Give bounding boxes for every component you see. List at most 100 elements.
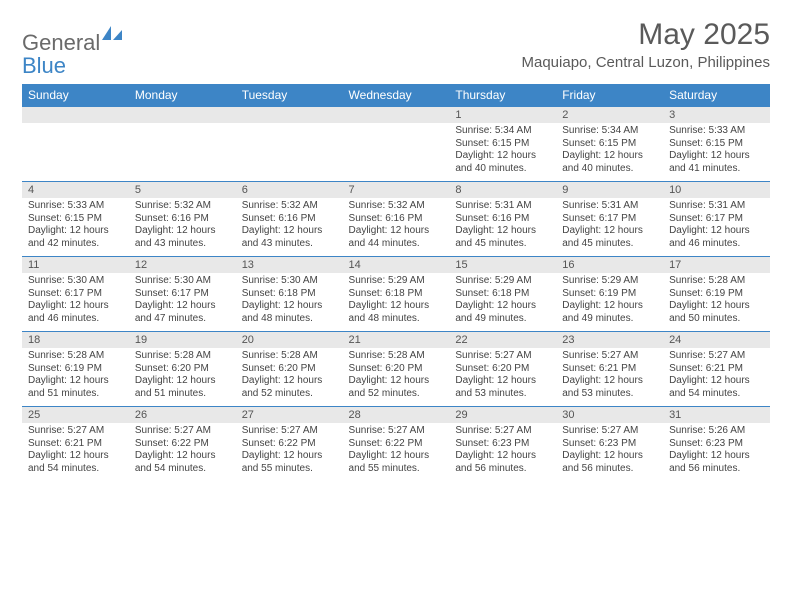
daylight-line: Daylight: 12 hours and 46 minutes. bbox=[28, 300, 109, 324]
sunset-line: Sunset: 6:16 PM bbox=[455, 213, 529, 224]
day-number: 14 bbox=[343, 257, 450, 273]
daylight-line: Daylight: 12 hours and 49 minutes. bbox=[455, 300, 536, 324]
day-number: 21 bbox=[343, 332, 450, 348]
day-content: Sunrise: 5:29 AMSunset: 6:18 PMDaylight:… bbox=[449, 273, 556, 331]
day-content: Sunrise: 5:27 AMSunset: 6:22 PMDaylight:… bbox=[129, 423, 236, 481]
day-number: 24 bbox=[663, 332, 770, 348]
calendar-day-cell: 9Sunrise: 5:31 AMSunset: 6:17 PMDaylight… bbox=[556, 182, 663, 257]
sunset-line: Sunset: 6:20 PM bbox=[135, 363, 209, 374]
calendar-day-cell: 8Sunrise: 5:31 AMSunset: 6:16 PMDaylight… bbox=[449, 182, 556, 257]
day-content: Sunrise: 5:30 AM Sunset: 6:17 PMDaylight:… bbox=[129, 273, 236, 331]
day-content: Sunrise: 5:28 AMSunset: 6:20 PMDaylight:… bbox=[236, 348, 343, 406]
sunrise-line: Sunrise: 5:29 AM bbox=[455, 275, 531, 286]
sunrise-line: Sunrise: 5:30 AM bbox=[242, 275, 318, 286]
calendar-day-cell: 10Sunrise: 5:31 AMSunset: 6:17 PMDayligh… bbox=[663, 182, 770, 257]
calendar-table: SundayMondayTuesdayWednesdayThursdayFrid… bbox=[22, 84, 770, 481]
sunset-line: Sunset: 6:17 PM bbox=[135, 288, 209, 299]
day-number: 16 bbox=[556, 257, 663, 273]
calendar-day-cell: 30Sunrise: 5:27 AMSunset: 6:23 PMDayligh… bbox=[556, 407, 663, 482]
sunset-line: Sunset: 6:21 PM bbox=[562, 363, 636, 374]
daylight-line: Daylight: 12 hours and 45 minutes. bbox=[562, 225, 643, 249]
day-content: Sunrise: 5:33 AMSunset: 6:15 PMDaylight:… bbox=[663, 123, 770, 181]
sunset-line: Sunset: 6:16 PM bbox=[349, 213, 423, 224]
daylight-line: Daylight: 12 hours and 54 minutes. bbox=[28, 450, 109, 474]
day-content: Sunrise: 5:32 AMSunset: 6:16 PMDaylight:… bbox=[236, 198, 343, 256]
sunset-line: Sunset: 6:22 PM bbox=[242, 438, 316, 449]
day-content: Sunrise: 5:28 AMSunset: 6:19 PMDaylight:… bbox=[663, 273, 770, 331]
sunset-line: Sunset: 6:16 PM bbox=[242, 213, 316, 224]
daylight-line: Daylight: 12 hours and 54 minutes. bbox=[135, 450, 216, 474]
calendar-day-cell: 22Sunrise: 5:27 AMSunset: 6:20 PMDayligh… bbox=[449, 332, 556, 407]
daylight-line: Daylight: 12 hours and 55 minutes. bbox=[242, 450, 323, 474]
sunset-line: Sunset: 6:23 PM bbox=[455, 438, 529, 449]
daylight-line: Daylight: 12 hours and 51 minutes. bbox=[135, 375, 216, 399]
daylight-line: Daylight: 12 hours and 40 minutes. bbox=[562, 150, 643, 174]
day-number: 4 bbox=[22, 182, 129, 198]
day-number: 22 bbox=[449, 332, 556, 348]
calendar-day-cell: 2Sunrise: 5:34 AMSunset: 6:15 PMDaylight… bbox=[556, 107, 663, 182]
day-number: 15 bbox=[449, 257, 556, 273]
daylight-line: Daylight: 12 hours and 50 minutes. bbox=[669, 300, 750, 324]
sunset-line: Sunset: 6:18 PM bbox=[242, 288, 316, 299]
sunrise-line: Sunrise: 5:30 AM bbox=[135, 275, 211, 286]
sunrise-line: Sunrise: 5:31 AM bbox=[669, 200, 745, 211]
daylight-line: Daylight: 12 hours and 53 minutes. bbox=[455, 375, 536, 399]
day-number: 31 bbox=[663, 407, 770, 423]
calendar-body: 1Sunrise: 5:34 AMSunset: 6:15 PMDaylight… bbox=[22, 107, 770, 482]
calendar-day-cell: 3Sunrise: 5:33 AMSunset: 6:15 PMDaylight… bbox=[663, 107, 770, 182]
daylight-line: Daylight: 12 hours and 52 minutes. bbox=[349, 375, 430, 399]
day-number: 20 bbox=[236, 332, 343, 348]
brand-part2: Blue bbox=[22, 53, 66, 78]
calendar-week-row: 1Sunrise: 5:34 AMSunset: 6:15 PMDaylight… bbox=[22, 107, 770, 182]
day-number: 18 bbox=[22, 332, 129, 348]
sunrise-line: Sunrise: 5:27 AM bbox=[135, 425, 211, 436]
day-content: Sunrise: 5:27 AMSunset: 6:21 PMDaylight:… bbox=[663, 348, 770, 406]
calendar-day-cell: 31Sunrise: 5:26 AMSunset: 6:23 PMDayligh… bbox=[663, 407, 770, 482]
day-content: Sunrise: 5:34 AMSunset: 6:15 PMDaylight:… bbox=[556, 123, 663, 181]
sunset-line: Sunset: 6:22 PM bbox=[349, 438, 423, 449]
sunrise-line: Sunrise: 5:30 AM bbox=[28, 275, 104, 286]
day-number bbox=[343, 107, 450, 123]
calendar-day-cell bbox=[343, 107, 450, 182]
sunrise-line: Sunrise: 5:29 AM bbox=[562, 275, 638, 286]
calendar-day-cell: 13Sunrise: 5:30 AMSunset: 6:18 PMDayligh… bbox=[236, 257, 343, 332]
day-number: 10 bbox=[663, 182, 770, 198]
day-content: Sunrise: 5:27 AMSunset: 6:22 PMDaylight:… bbox=[236, 423, 343, 481]
day-number: 2 bbox=[556, 107, 663, 123]
sunrise-line: Sunrise: 5:32 AM bbox=[349, 200, 425, 211]
daylight-line: Daylight: 12 hours and 49 minutes. bbox=[562, 300, 643, 324]
calendar-page: General Blue May 2025 Maquiapo, Central … bbox=[0, 0, 792, 499]
calendar-day-cell: 29Sunrise: 5:27 AMSunset: 6:23 PMDayligh… bbox=[449, 407, 556, 482]
brand-part1: General bbox=[22, 30, 100, 55]
sunrise-line: Sunrise: 5:27 AM bbox=[562, 425, 638, 436]
sunrise-line: Sunrise: 5:27 AM bbox=[28, 425, 104, 436]
weekday-header: Thursday bbox=[449, 84, 556, 107]
daylight-line: Daylight: 12 hours and 40 minutes. bbox=[455, 150, 536, 174]
day-number: 23 bbox=[556, 332, 663, 348]
daylight-line: Daylight: 12 hours and 47 minutes. bbox=[135, 300, 216, 324]
calendar-day-cell bbox=[129, 107, 236, 182]
sunrise-line: Sunrise: 5:26 AM bbox=[669, 425, 745, 436]
calendar-day-cell: 21Sunrise: 5:28 AMSunset: 6:20 PMDayligh… bbox=[343, 332, 450, 407]
calendar-week-row: 25Sunrise: 5:27 AMSunset: 6:21 PMDayligh… bbox=[22, 407, 770, 482]
daylight-line: Daylight: 12 hours and 44 minutes. bbox=[349, 225, 430, 249]
sunrise-line: Sunrise: 5:34 AM bbox=[455, 125, 531, 136]
day-content bbox=[22, 123, 129, 171]
sunrise-line: Sunrise: 5:28 AM bbox=[28, 350, 104, 361]
sunrise-line: Sunrise: 5:27 AM bbox=[455, 425, 531, 436]
day-number: 1 bbox=[449, 107, 556, 123]
sunset-line: Sunset: 6:18 PM bbox=[349, 288, 423, 299]
day-content bbox=[236, 123, 343, 171]
day-number: 12 bbox=[129, 257, 236, 273]
sunrise-line: Sunrise: 5:31 AM bbox=[455, 200, 531, 211]
sunset-line: Sunset: 6:17 PM bbox=[28, 288, 102, 299]
location-text: Maquiapo, Central Luzon, Philippines bbox=[522, 54, 771, 71]
weekday-header: Saturday bbox=[663, 84, 770, 107]
sunrise-line: Sunrise: 5:27 AM bbox=[455, 350, 531, 361]
sunset-line: Sunset: 6:21 PM bbox=[669, 363, 743, 374]
sunrise-line: Sunrise: 5:28 AM bbox=[135, 350, 211, 361]
daylight-line: Daylight: 12 hours and 55 minutes. bbox=[349, 450, 430, 474]
calendar-week-row: 11Sunrise: 5:30 AMSunset: 6:17 PMDayligh… bbox=[22, 257, 770, 332]
weekday-header: Sunday bbox=[22, 84, 129, 107]
daylight-line: Daylight: 12 hours and 56 minutes. bbox=[455, 450, 536, 474]
